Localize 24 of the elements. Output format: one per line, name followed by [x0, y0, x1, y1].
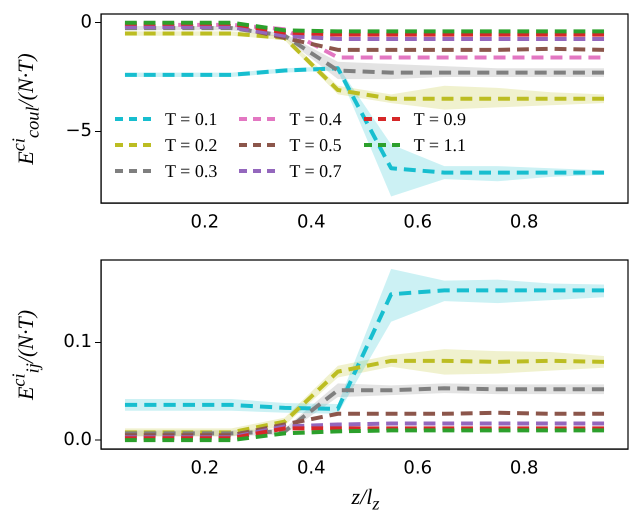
y-tick-label: −5: [65, 120, 92, 141]
x-tick-label: 0.2: [190, 211, 220, 232]
legend-label: T = 0.2: [165, 134, 218, 156]
x-tick-label: 0.4: [296, 211, 326, 232]
line-series: [122, 288, 606, 411]
y-tick-label: 0.1: [63, 330, 92, 352]
x-tick-label: 0.2: [190, 457, 220, 478]
legend-label: T = 1.1: [414, 134, 466, 156]
y-tick-label: 0: [80, 11, 92, 32]
legend-label: T = 0.9: [414, 108, 466, 130]
line-series: [122, 410, 606, 438]
x-tick-label: 0.6: [403, 457, 432, 478]
legend-label: T = 0.4: [289, 108, 342, 130]
x-tick-label: 0.8: [510, 457, 539, 478]
x-tick-label: 0.4: [296, 457, 326, 478]
legend-label: T = 0.3: [165, 160, 218, 182]
x-tick-label: 0.6: [403, 211, 432, 232]
x-axis-title: z/l$_{z}$: [352, 484, 380, 514]
legend-label: T = 0.7: [289, 160, 342, 182]
legend-label: T = 0.1: [165, 108, 218, 130]
legend-label: T = 0.5: [289, 134, 342, 156]
x-tick-label: 0.8: [510, 211, 539, 232]
line-series: [122, 422, 606, 440]
y-tick-label: 0.0: [63, 428, 92, 450]
